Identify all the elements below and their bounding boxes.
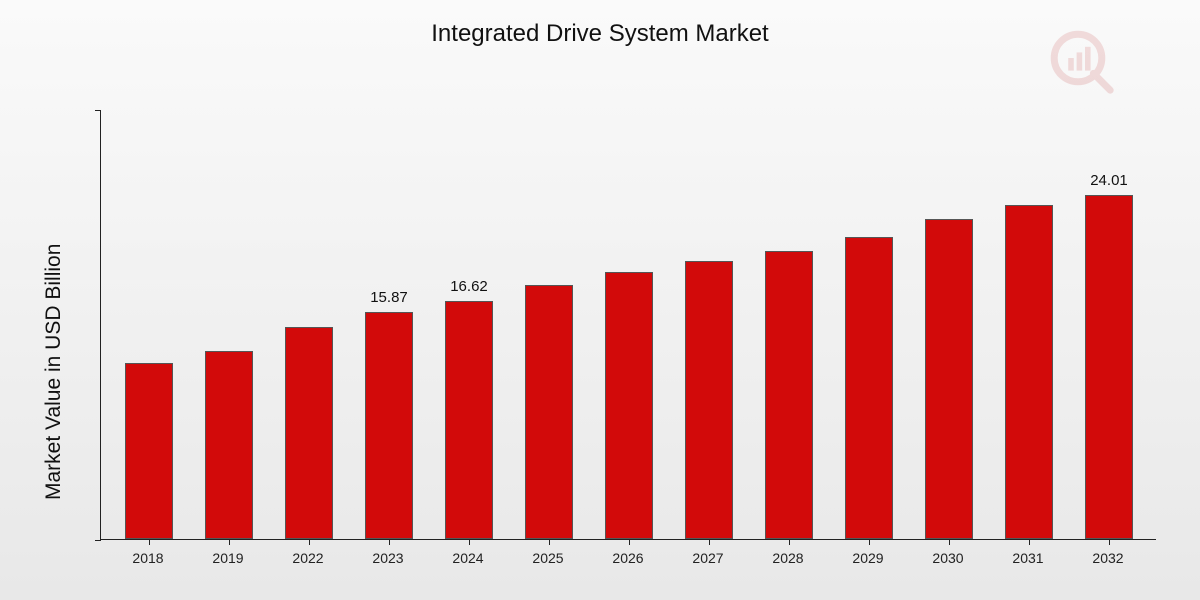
x-tick-label: 2018 — [132, 550, 163, 566]
x-tick-mark — [1029, 539, 1030, 545]
chart-title: Integrated Drive System Market — [0, 20, 1200, 48]
bar: 16.62 — [445, 278, 493, 539]
bar: 24.01 — [1085, 172, 1133, 539]
x-tick-mark — [149, 539, 150, 545]
bar — [1005, 205, 1053, 539]
x-tick-label: 2022 — [292, 550, 323, 566]
bar-rect — [765, 251, 813, 539]
bar-rect — [285, 327, 333, 539]
bar-rect — [845, 237, 893, 539]
x-tick-label: 2030 — [932, 550, 963, 566]
bar-rect — [205, 351, 253, 539]
x-tick-mark — [789, 539, 790, 545]
bar — [765, 251, 813, 539]
x-tick-mark — [709, 539, 710, 545]
x-tick-mark — [949, 539, 950, 545]
bar-rect — [525, 285, 573, 539]
bar — [285, 327, 333, 539]
x-tick-label: 2031 — [1012, 550, 1043, 566]
bar — [925, 219, 973, 539]
bar-value-label: 15.87 — [370, 289, 408, 306]
x-tick-label: 2032 — [1092, 550, 1123, 566]
bar-value-label: 24.01 — [1090, 172, 1128, 189]
chart-plot-area: 15.87 16.62 24.01 — [100, 110, 1156, 540]
x-tick-mark — [629, 539, 630, 545]
x-tick-label: 2024 — [452, 550, 483, 566]
x-tick-label: 2028 — [772, 550, 803, 566]
bar-rect — [365, 312, 413, 539]
y-tick-mark — [95, 110, 101, 111]
x-tick-label: 2026 — [612, 550, 643, 566]
x-tick-mark — [389, 539, 390, 545]
x-tick-label: 2025 — [532, 550, 563, 566]
bar — [205, 351, 253, 539]
bar: 15.87 — [365, 289, 413, 539]
x-tick-mark — [229, 539, 230, 545]
x-tick-mark — [1109, 539, 1110, 545]
x-tick-mark — [869, 539, 870, 545]
y-tick-mark — [95, 540, 101, 541]
bar-rect — [925, 219, 973, 539]
bar — [525, 285, 573, 539]
brand-watermark-icon — [1050, 30, 1120, 105]
x-tick-label: 2023 — [372, 550, 403, 566]
bar-rect — [605, 272, 653, 539]
x-tick-label: 2029 — [852, 550, 883, 566]
bar-rect — [1085, 195, 1133, 539]
bar-rect — [125, 363, 173, 539]
x-tick-mark — [309, 539, 310, 545]
bar-rect — [1005, 205, 1053, 539]
x-tick-label: 2027 — [692, 550, 723, 566]
bar — [605, 272, 653, 539]
bar — [845, 237, 893, 539]
x-tick-label: 2019 — [212, 550, 243, 566]
bar-rect — [445, 301, 493, 539]
bar-rect — [685, 261, 733, 539]
bar — [125, 363, 173, 539]
bar-value-label: 16.62 — [450, 278, 488, 295]
y-axis-label: Market Value in USD Billion — [42, 244, 66, 500]
x-tick-mark — [469, 539, 470, 545]
x-tick-mark — [549, 539, 550, 545]
bar — [685, 261, 733, 539]
